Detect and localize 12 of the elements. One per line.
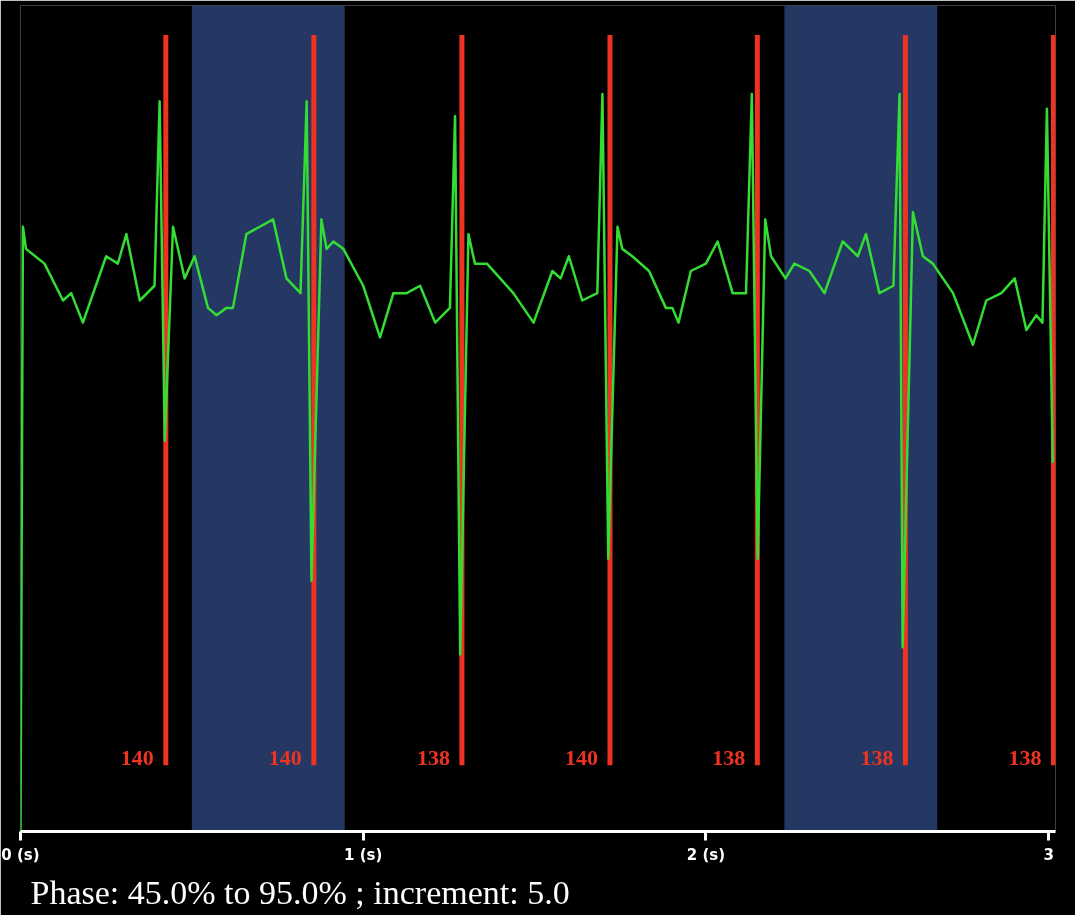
annotation: 138 [860,745,894,771]
x-tick-label: 2 (s) [686,845,726,864]
annotation: 140 [564,745,598,771]
x-tick-label: 3 [1043,845,1054,864]
annotation: 140 [268,745,302,771]
annotation: 140 [120,745,154,771]
annotation: 138 [1008,745,1042,771]
x-tick-label: 1 (s) [344,845,383,864]
annotation: 138 [712,745,746,771]
annotation: 138 [416,745,450,771]
text: Phase: 45.0% to 95.0% ; increment: 5.0 [30,873,570,911]
x-tick-label: 0 (s) [1,845,40,864]
